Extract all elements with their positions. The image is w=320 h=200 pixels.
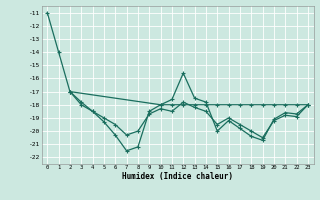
X-axis label: Humidex (Indice chaleur): Humidex (Indice chaleur) [122, 172, 233, 181]
